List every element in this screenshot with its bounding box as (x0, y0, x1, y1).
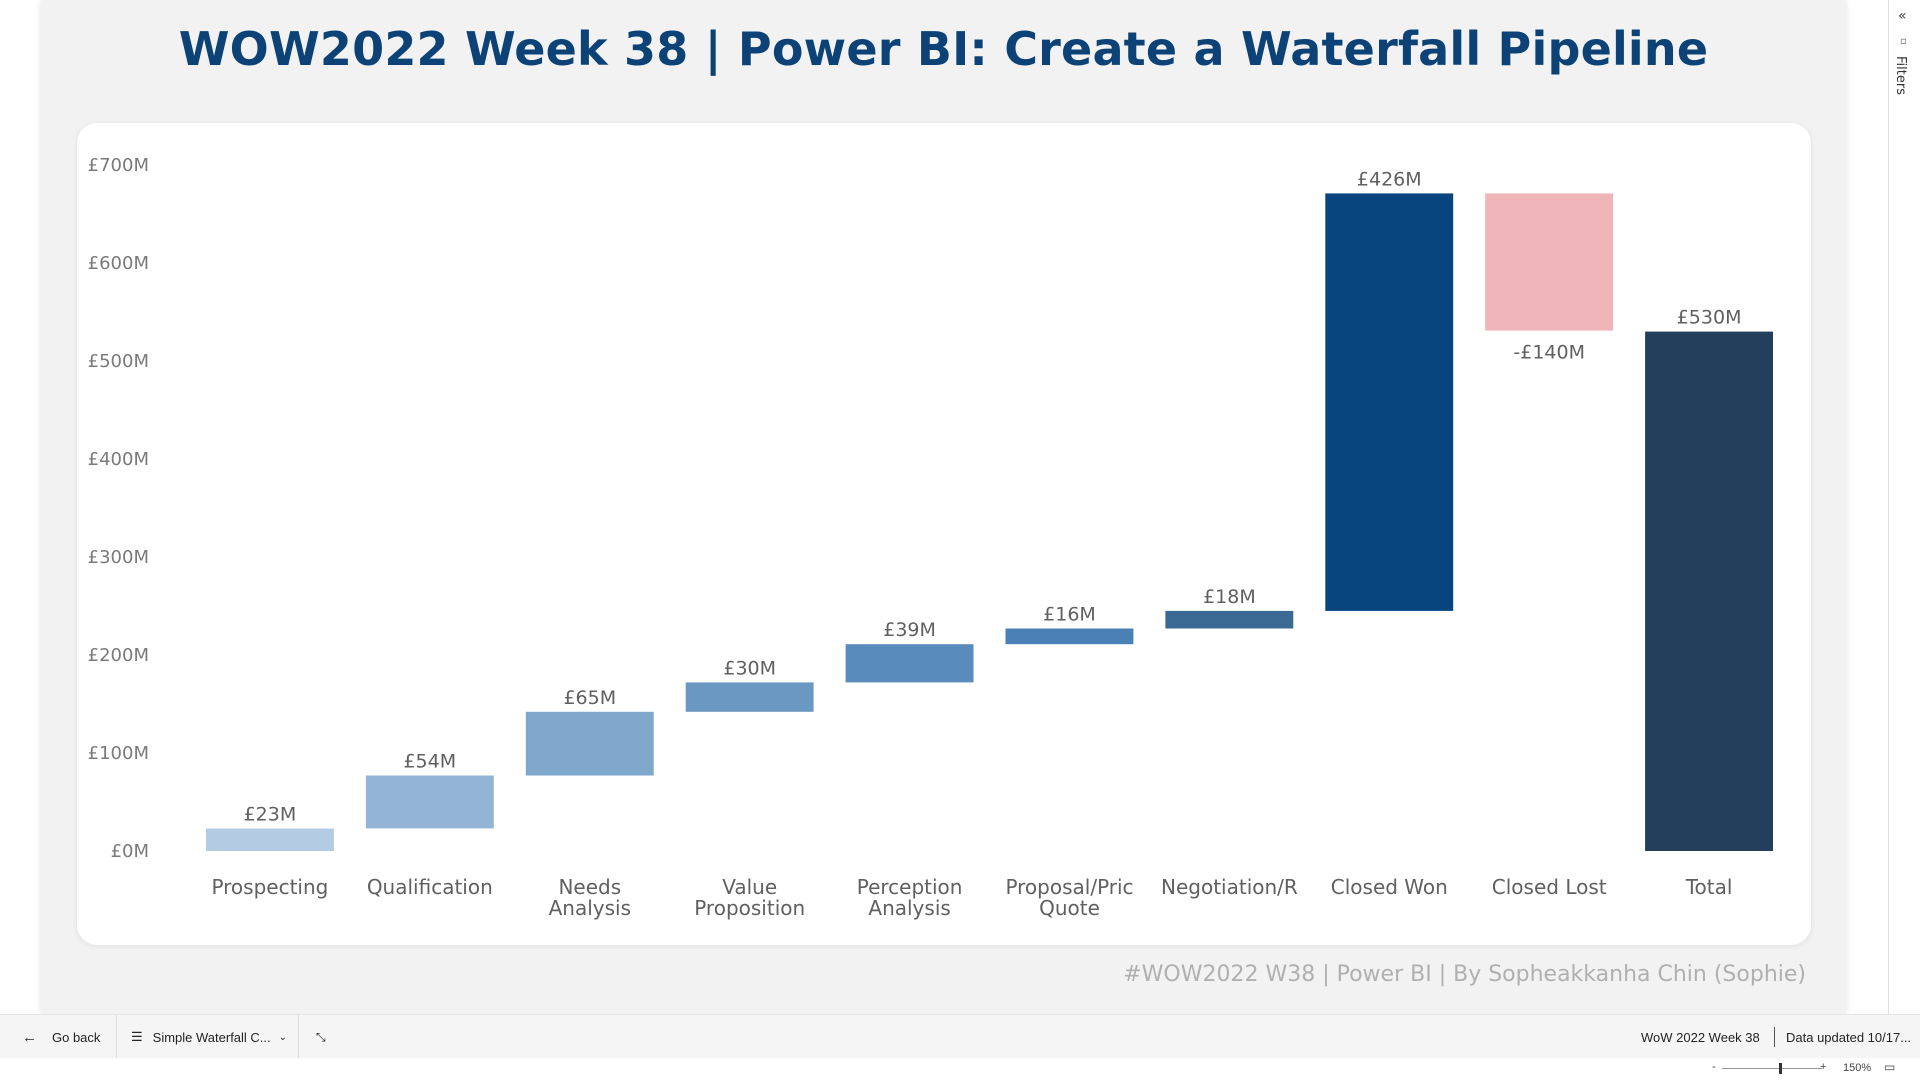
zoom-level: 150% (1843, 1062, 1872, 1074)
y-tick-label: £600M (88, 253, 149, 274)
fit-to-page-button[interactable]: ⤡ (316, 1015, 326, 1059)
x-tick-label: Qualification (367, 875, 493, 899)
data-updated-text: Data updated 10/17... (1786, 1029, 1912, 1045)
divider (298, 1015, 299, 1059)
bar-proposal-pric-quote[interactable] (1005, 628, 1134, 645)
x-tick-label: Prospecting (211, 875, 328, 899)
filters-pane-label[interactable]: Filters (1893, 56, 1908, 95)
y-tick-label: £500M (88, 351, 149, 372)
zoom-slider[interactable] (1722, 1063, 1822, 1074)
bar-needs-analysis[interactable] (525, 711, 654, 776)
y-tick-label: £0M (111, 841, 149, 862)
x-tick-label: Perception Analysis (857, 875, 963, 920)
data-label: £30M (723, 657, 776, 679)
filters-pane[interactable]: « ▫ Filters (1888, 0, 1920, 1014)
go-back-label: Go back (52, 1029, 101, 1045)
y-tick-label: £400M (88, 449, 149, 470)
bar-closed-lost[interactable] (1485, 193, 1614, 331)
zoom-slider-thumb[interactable] (1779, 1063, 1782, 1074)
data-label: £39M (883, 619, 936, 641)
zoom-in-button[interactable]: + (1820, 1061, 1827, 1073)
chevron-down-icon: ⌄ (278, 1031, 288, 1043)
footer-credit: #WOW2022 W38 | Power BI | By Sopheakkanh… (1123, 962, 1806, 987)
collapse-arrows-icon: ⤡ (316, 1029, 326, 1044)
zoom-out-button[interactable]: - (1712, 1061, 1716, 1073)
data-label: £23M (244, 804, 297, 826)
bar-total[interactable] (1645, 331, 1773, 852)
data-label: £16M (1043, 604, 1096, 626)
page-list-icon: ☰ (131, 1029, 143, 1044)
waterfall-chart-card[interactable]: £0M £100M £200M £300M £400M £500M £600M £700M £… (77, 123, 1811, 945)
x-tick-label: Proposal/Pric Quote (1005, 875, 1133, 920)
bar-prospecting[interactable] (206, 828, 334, 852)
data-label: £18M (1203, 586, 1256, 608)
report-canvas: WOW2022 Week 38 | Power BI: Create a Wat… (41, 0, 1846, 1014)
bottom-bar: ← Go back ☰ Simple Waterfall C... ⌄ ⤡ Wo… (0, 1014, 1920, 1060)
page-selector-dropdown[interactable]: ☰ Simple Waterfall C... ⌄ (131, 1015, 287, 1059)
bar-negotiation-r[interactable] (1165, 610, 1294, 629)
x-tick-label: Value Proposition (694, 875, 805, 920)
x-tick-label: Total (1685, 875, 1733, 899)
data-label: £530M (1677, 307, 1742, 329)
data-label: -£140M (1513, 342, 1585, 364)
page-selector-label: Simple Waterfall C... (152, 1029, 271, 1045)
go-back-button[interactable]: ← Go back (22, 1015, 100, 1059)
data-label: £54M (403, 751, 456, 773)
x-tick-label: Needs Analysis (549, 875, 631, 920)
data-label: £65M (563, 687, 616, 709)
x-axis: Prospecting Qualification Needs Analysis Val… (211, 875, 1732, 920)
report-name: WoW 2022 Week 38 (1641, 1029, 1760, 1045)
y-tick-label: £100M (88, 743, 149, 764)
y-tick-label: £700M (88, 155, 149, 176)
report-title: WOW2022 Week 38 | Power BI: Create a Wat… (178, 22, 1709, 76)
bar-value-proposition[interactable] (685, 682, 814, 712)
bar-perception-analysis[interactable] (845, 644, 974, 683)
waterfall-chart[interactable]: £0M £100M £200M £300M £400M £500M £600M £700M £… (77, 123, 1811, 945)
arrow-left-icon: ← (22, 1028, 37, 1046)
filter-pane-icon: ▫ (1900, 36, 1907, 47)
y-tick-label: £300M (88, 547, 149, 568)
divider (116, 1015, 117, 1059)
x-tick-label: Negotiation/R (1161, 875, 1298, 899)
chevron-double-left-icon[interactable]: « (1898, 8, 1907, 24)
bars-group[interactable] (206, 193, 1773, 852)
data-labels-group: £23M £54M £65M £30M £39M £16M £18M £426M -£140M £… (244, 168, 1742, 825)
bar-qualification[interactable] (365, 775, 494, 829)
x-tick-label: Closed Won (1331, 875, 1448, 899)
fit-view-icon[interactable]: ▭ (1884, 1060, 1896, 1074)
data-label: £426M (1357, 168, 1422, 190)
y-tick-label: £200M (88, 645, 149, 666)
y-axis: £0M £100M £200M £300M £400M £500M £600M £700M (88, 155, 149, 862)
status-bar: - + 150% ▭ (0, 1058, 1920, 1080)
x-tick-label: Closed Lost (1492, 875, 1607, 899)
bar-closed-won[interactable] (1325, 193, 1454, 611)
divider (1774, 1027, 1775, 1047)
